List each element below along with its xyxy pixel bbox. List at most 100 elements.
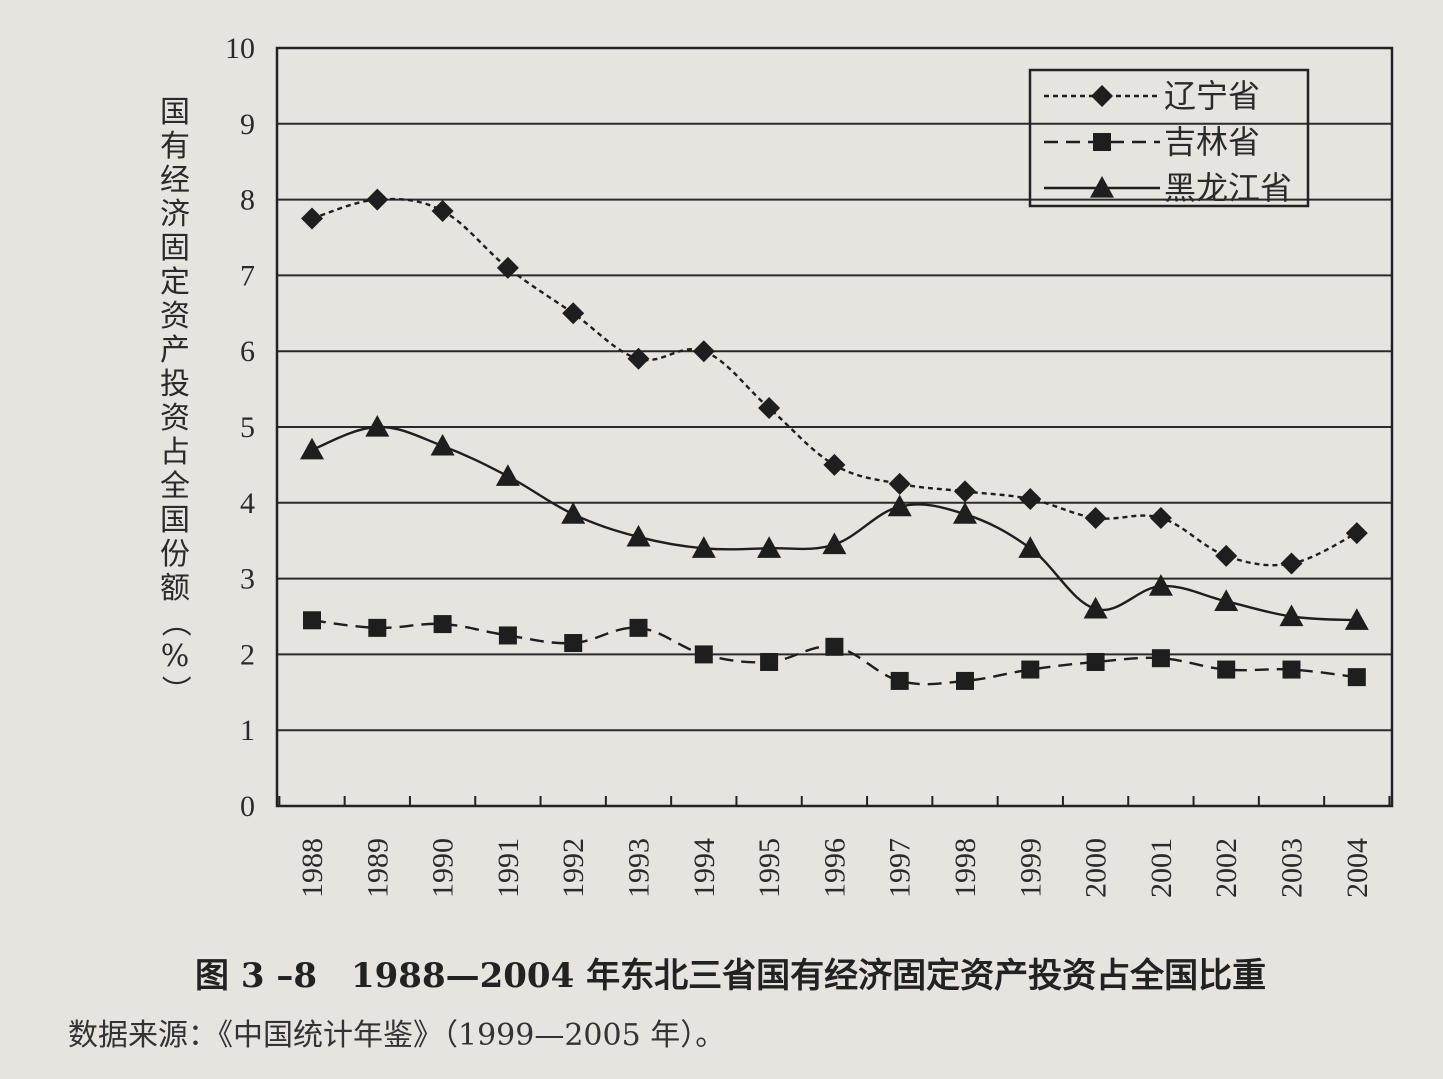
y-axis-label-char: 经 [160, 163, 190, 198]
legend-item: 辽宁省 [1044, 77, 1260, 115]
y-tick-label: 10 [225, 32, 255, 65]
data-point [300, 437, 324, 460]
x-tick-label: 2004 [1341, 838, 1374, 898]
data-point [430, 433, 455, 456]
y-axis-label-char: 份 [160, 537, 190, 572]
legend-swatch-marker [1091, 85, 1113, 107]
data-point [1148, 574, 1173, 596]
y-axis-label-char: 定 [160, 265, 190, 300]
x-tick-label: 1990 [427, 838, 460, 898]
y-tick-label: 3 [240, 563, 255, 596]
line-chart: 0 1 2 3 4 5 6 7 8 9 10 1988 1989 1990 1991 1992 1993 199… [157, 32, 1394, 898]
legend-item: 黑龙江省 [1044, 169, 1292, 207]
y-tick-label: 2 [240, 638, 255, 671]
data-point [691, 536, 716, 558]
x-tick-label: 1992 [557, 838, 590, 898]
data-point [692, 340, 715, 363]
x-tick-label: 1998 [949, 838, 982, 898]
data-point [823, 453, 846, 476]
data-point [368, 618, 387, 637]
data-point [629, 618, 648, 637]
y-tick-label: 8 [240, 184, 255, 217]
data-point [303, 611, 321, 630]
series-line [311, 197, 1358, 567]
x-tick-label: 2000 [1080, 838, 1113, 898]
y-axis-label-char: 投 [160, 367, 190, 402]
x-tick-marks [278, 796, 1391, 806]
data-point [433, 615, 452, 634]
data-point [954, 480, 976, 503]
data-point [1214, 589, 1239, 611]
data-point [825, 637, 844, 656]
x-tick-label: 1991 [492, 838, 525, 898]
series-2 [303, 611, 1366, 690]
x-tick-label: 1997 [884, 838, 917, 898]
x-tick-label: 2001 [1145, 838, 1178, 898]
data-point [1280, 552, 1303, 575]
legend-label: 辽宁省 [1164, 77, 1260, 115]
data-point [627, 347, 650, 370]
y-axis-label-char: % [161, 639, 190, 674]
data-point [1086, 652, 1105, 671]
legend-label: 吉林省 [1164, 123, 1260, 161]
data-point [365, 415, 390, 437]
data-point [1215, 544, 1238, 567]
data-point [431, 199, 454, 222]
x-tick-label: 1994 [688, 838, 721, 898]
data-point [1217, 660, 1236, 679]
y-axis-label-char: 额 [160, 571, 190, 606]
data-point [1279, 604, 1304, 627]
data-point [890, 671, 909, 690]
series-3 [300, 415, 1369, 630]
data-point [495, 464, 520, 486]
gridlines [277, 122, 1392, 732]
y-axis-label-char: 产 [160, 333, 190, 368]
data-point [562, 302, 585, 325]
legend-item: 吉林省 [1044, 123, 1260, 161]
y-axis-label-char: 济 [160, 197, 190, 232]
plot-frame [275, 46, 1394, 808]
legend-box [1028, 68, 1310, 208]
y-axis-label-char: 全 [160, 469, 190, 504]
data-point [1344, 608, 1369, 630]
x-tick-label: 1993 [623, 838, 656, 898]
series-1 [301, 188, 1368, 575]
figure-caption: 图 3 –8 1988—2004 年东北三省国有经济固定资产投资占全国比重 [195, 956, 1267, 996]
data-point [301, 207, 323, 230]
data-point [1083, 596, 1108, 619]
data-point [757, 536, 782, 558]
y-tick-label: 7 [240, 259, 255, 292]
x-tick-label: 1999 [1014, 838, 1047, 898]
series-layer [300, 188, 1369, 690]
y-axis-label-char: 有 [160, 129, 190, 164]
data-point [694, 645, 713, 664]
y-tick-label: 6 [240, 335, 255, 368]
data-point [1347, 668, 1366, 687]
y-axis-label-char: （ [157, 607, 192, 637]
data-point [1019, 488, 1042, 511]
data-point [626, 524, 651, 547]
data-point [888, 472, 911, 495]
data-point [1084, 506, 1107, 529]
y-tick-label: 4 [240, 487, 255, 520]
y-tick-label: 9 [240, 108, 255, 141]
y-axis-label-char: 资 [160, 401, 190, 436]
data-point [758, 397, 781, 420]
data-point [1021, 660, 1040, 679]
data-point [498, 626, 517, 645]
data-point [1149, 506, 1172, 529]
legend-swatch-marker [1090, 176, 1114, 198]
legend-label: 黑龙江省 [1164, 169, 1292, 207]
data-point [1282, 660, 1301, 679]
data-point [956, 671, 974, 690]
y-tick-label: 0 [240, 790, 255, 823]
data-point [1018, 536, 1043, 558]
x-tick-labels: 1988 1989 1990 1991 1992 1993 1994 1995 1996 1997… [296, 838, 1374, 898]
x-tick-label: 1995 [753, 838, 786, 898]
y-axis-label-char: 固 [160, 231, 190, 266]
legend-swatch-marker [1093, 133, 1111, 151]
y-axis-label-char: 国 [160, 95, 190, 130]
